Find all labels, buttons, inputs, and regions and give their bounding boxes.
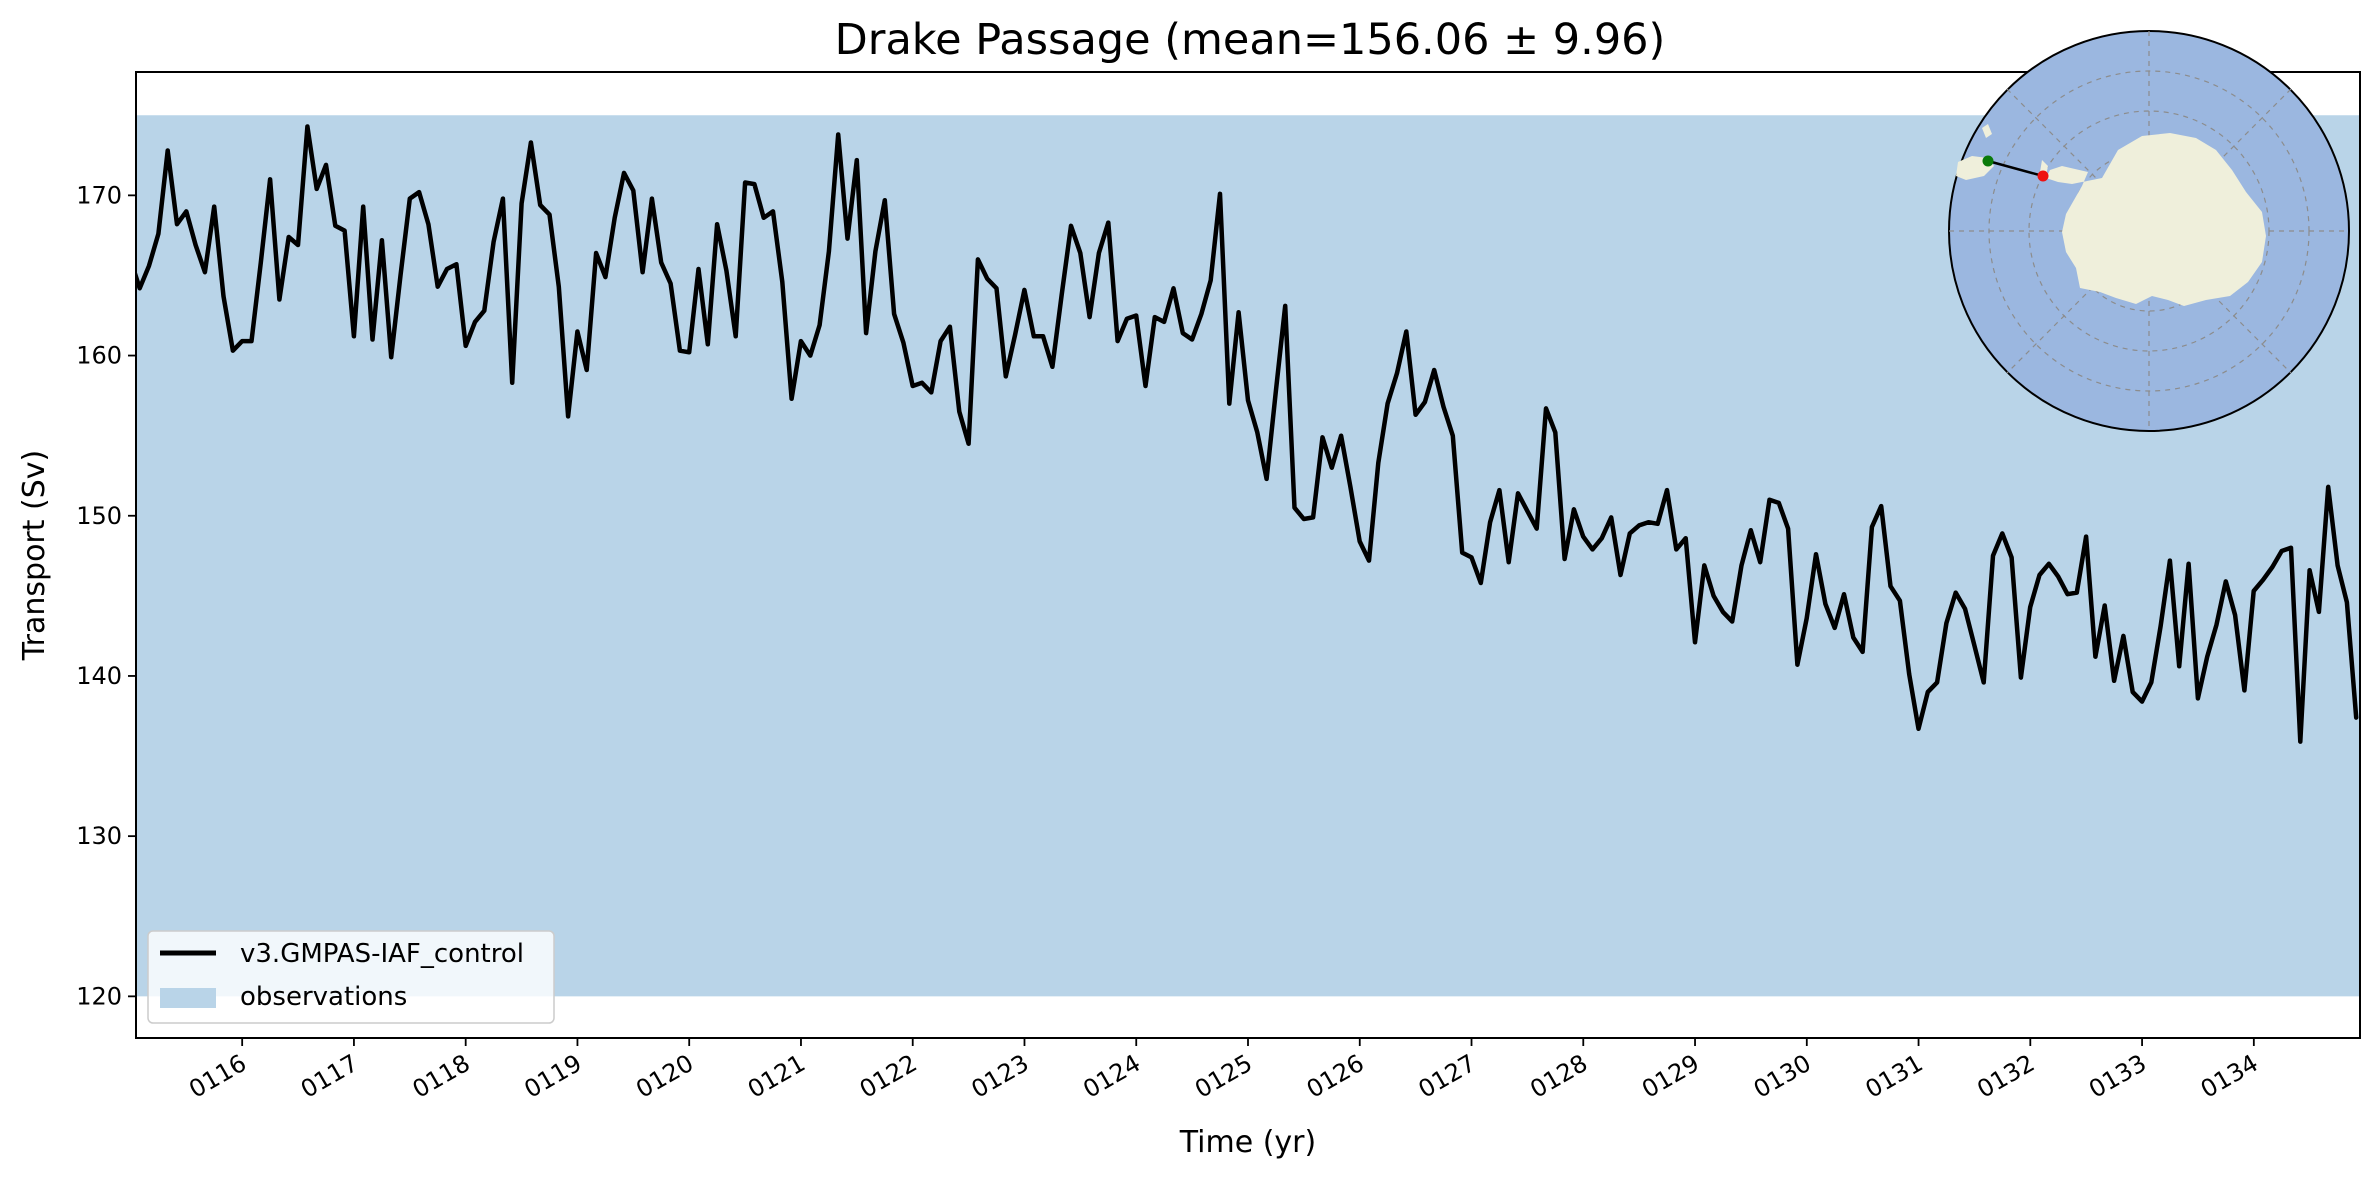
- chart-title: Drake Passage (mean=156.06 ± 9.96): [835, 15, 1666, 65]
- legend: v3.GMPAS-IAF_control observations: [147, 930, 555, 1024]
- series-group: [136, 124, 2359, 744]
- y-tick-label: 150: [76, 502, 122, 530]
- x-tick-label: 0118: [408, 1049, 475, 1104]
- x-tick-label: 0130: [1749, 1049, 1816, 1104]
- y-tick-label: 130: [76, 822, 122, 850]
- x-tick-label: 0126: [1302, 1049, 1369, 1104]
- series-line-0: [136, 124, 2359, 744]
- x-tick-label: 0123: [967, 1049, 1034, 1104]
- x-tick-label: 0133: [2084, 1049, 2151, 1104]
- y-axis-title: Transport (Sv): [17, 450, 52, 662]
- x-tick-label: 0128: [1525, 1049, 1592, 1104]
- transect-start-marker: [1982, 155, 1994, 167]
- y-tick-label: 140: [76, 662, 122, 690]
- x-tick-label: 0124: [1078, 1049, 1145, 1104]
- legend-box: [147, 930, 555, 1024]
- y-tick-label: 120: [76, 982, 122, 1010]
- transect-end-marker: [2037, 170, 2049, 182]
- x-tick-label: 0116: [184, 1049, 251, 1104]
- y-tick-label: 160: [76, 342, 122, 370]
- x-axis-title: Time (yr): [1179, 1125, 1316, 1160]
- x-tick-label: 0131: [1861, 1049, 1928, 1104]
- x-tick-label: 0129: [1637, 1049, 1704, 1104]
- x-tick-label: 0119: [520, 1049, 587, 1104]
- x-tick-label: 0121: [743, 1049, 810, 1104]
- x-tick-label: 0134: [2196, 1049, 2263, 1104]
- legend-label-observations: observations: [240, 982, 407, 1012]
- legend-label-model: v3.GMPAS-IAF_control: [240, 939, 524, 969]
- x-tick-label: 0117: [296, 1049, 363, 1104]
- legend-band-swatch: [160, 988, 216, 1008]
- antarctica-land-icon: [2046, 133, 2266, 306]
- x-tick-label: 0127: [1414, 1049, 1481, 1104]
- x-tick-label: 0122: [855, 1049, 922, 1104]
- x-tick-label: 0125: [1190, 1049, 1257, 1104]
- x-tick-label: 0120: [631, 1049, 698, 1104]
- y-tick-label: 170: [76, 181, 122, 209]
- south-america-tip-icon: [1956, 124, 1994, 180]
- inset-map: [1948, 30, 2350, 432]
- drake-transect-line: [1987, 159, 2044, 178]
- x-tick-label: 0132: [1972, 1049, 2039, 1104]
